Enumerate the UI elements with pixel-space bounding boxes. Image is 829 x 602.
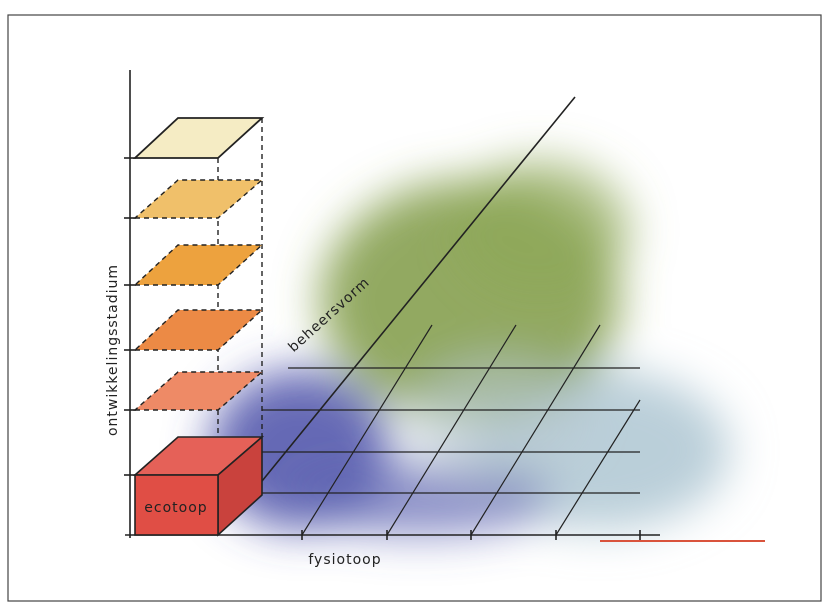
diagram: ecotoop ontwikkelingsstadium beheersvorm… bbox=[0, 0, 829, 602]
box-label: ecotoop bbox=[144, 500, 207, 516]
horizontal-axis-label: fysiotoop bbox=[308, 552, 381, 568]
vertical-axis-label: ontwikkelingsstadium bbox=[105, 264, 121, 436]
